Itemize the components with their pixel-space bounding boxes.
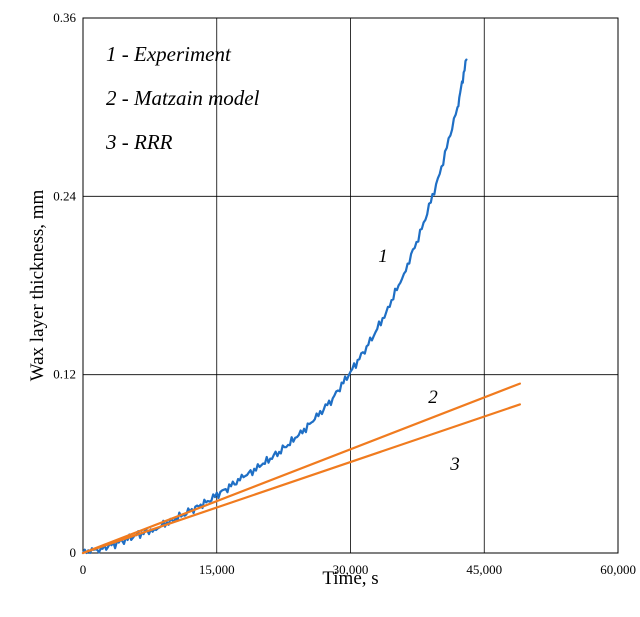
- legend-entry-matzain: 2 - Matzain model: [106, 86, 260, 110]
- x-tick-label: 30,000: [333, 562, 369, 577]
- y-axis-title: Wax layer thickness, mm: [27, 189, 48, 381]
- x-axis-title: Time, s: [322, 568, 378, 589]
- y-tick-label: 0.36: [53, 10, 76, 25]
- curve-label-2: 2: [428, 387, 438, 408]
- series-group: [81, 58, 521, 555]
- legend-entry-experiment: 1 - Experiment: [106, 42, 232, 66]
- series-line-2: [81, 382, 521, 555]
- x-tick-label: 60,000: [600, 562, 636, 577]
- x-tick-labels: 0 15,000 30,000 45,000 60,000: [80, 562, 636, 577]
- curve-label-3: 3: [449, 454, 460, 475]
- legend-entry-rrr: 3 - RRR: [105, 130, 173, 154]
- curve-labels: 1 2 3: [378, 246, 460, 475]
- y-tick-labels: 0 0.12 0.24 0.36: [53, 10, 76, 560]
- legend: 1 - Experiment 2 - Matzain model 3 - RRR: [105, 42, 260, 154]
- x-tick-label: 15,000: [199, 562, 235, 577]
- grid: [83, 18, 618, 553]
- series-line-3: [81, 403, 521, 555]
- x-tick-label: 0: [80, 562, 87, 577]
- series-line-1: [81, 58, 468, 555]
- plot-frame: [82, 17, 619, 554]
- y-tick-label: 0.24: [53, 188, 76, 203]
- y-tick-label: 0: [70, 545, 77, 560]
- y-tick-label: 0.12: [53, 367, 76, 382]
- curve-label-1: 1: [378, 246, 388, 267]
- x-tick-label: 45,000: [466, 562, 502, 577]
